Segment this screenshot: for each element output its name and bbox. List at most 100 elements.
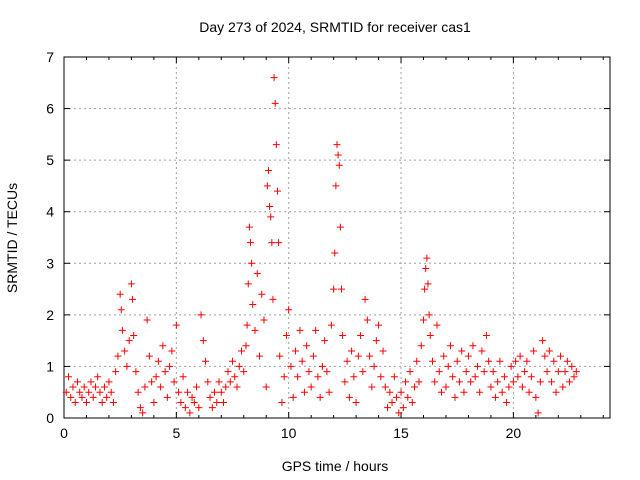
data-point	[413, 357, 421, 365]
data-point	[354, 352, 362, 360]
data-point	[423, 254, 431, 262]
data-point	[217, 388, 225, 396]
data-point	[422, 264, 430, 272]
data-point	[399, 404, 407, 412]
data-point	[473, 362, 481, 370]
data-point	[267, 213, 275, 221]
data-point	[478, 347, 486, 355]
y-tick-label: 4	[46, 204, 54, 220]
data-point	[388, 399, 396, 407]
data-point	[275, 239, 283, 247]
data-point	[455, 378, 463, 386]
data-point	[442, 383, 450, 391]
data-point	[536, 378, 544, 386]
data-point	[145, 352, 153, 360]
data-point	[321, 337, 329, 345]
data-point	[330, 285, 338, 293]
data-point	[264, 166, 272, 174]
data-point	[393, 393, 401, 401]
data-point	[417, 342, 425, 350]
data-point	[298, 357, 306, 365]
data-point	[361, 295, 369, 303]
data-point	[150, 399, 158, 407]
data-point	[89, 393, 97, 401]
x-tick-label: 10	[281, 425, 297, 441]
data-point	[411, 383, 419, 391]
data-point	[359, 368, 367, 376]
data-point	[249, 301, 257, 309]
data-point	[309, 352, 317, 360]
data-point	[337, 285, 345, 293]
data-point	[368, 383, 376, 391]
data-point	[514, 373, 522, 381]
y-tick-label: 7	[46, 49, 54, 65]
data-point	[117, 306, 125, 314]
data-point	[333, 141, 341, 149]
data-point	[460, 388, 468, 396]
y-axis-ticks: 0 1 2 3 4 5 6 7	[46, 49, 610, 426]
data-point	[541, 352, 549, 360]
data-point	[420, 316, 428, 324]
data-point	[272, 141, 280, 149]
data-point	[482, 331, 490, 339]
data-point	[231, 373, 239, 381]
data-point	[193, 383, 201, 391]
data-point	[268, 239, 276, 247]
data-point	[238, 347, 246, 355]
data-point	[118, 326, 126, 334]
data-point	[278, 399, 286, 407]
data-point	[498, 388, 506, 396]
data-point	[129, 295, 137, 303]
data-point	[458, 347, 466, 355]
data-point	[244, 280, 252, 288]
data-point	[437, 388, 445, 396]
data-point	[233, 383, 241, 391]
data-point	[85, 388, 93, 396]
y-tick-label: 1	[46, 358, 54, 374]
x-tick-label: 0	[60, 425, 68, 441]
data-point	[471, 373, 479, 381]
data-point	[163, 393, 171, 401]
x-axis-ticks: 0 5 10 15 20	[60, 57, 604, 441]
data-point	[494, 378, 502, 386]
data-point	[82, 399, 90, 407]
y-tick-label: 2	[46, 307, 54, 323]
data-point	[431, 378, 439, 386]
data-point	[345, 393, 353, 401]
data-point	[294, 373, 302, 381]
data-point	[103, 393, 111, 401]
data-point	[303, 342, 311, 350]
data-point	[197, 311, 205, 319]
data-point	[384, 404, 392, 412]
data-point	[280, 373, 288, 381]
data-point	[245, 223, 253, 231]
data-point	[343, 357, 351, 365]
data-point	[325, 388, 333, 396]
data-point	[505, 383, 513, 391]
data-point	[335, 161, 343, 169]
data-point	[451, 393, 459, 401]
data-point	[386, 388, 394, 396]
data-point	[121, 347, 129, 355]
data-point	[100, 383, 108, 391]
data-point	[251, 326, 259, 334]
data-point	[148, 378, 156, 386]
data-point	[372, 337, 380, 345]
data-point	[323, 368, 331, 376]
y-tick-label: 0	[46, 410, 54, 426]
y-axis-label: SRMTID / TECUs	[4, 183, 20, 293]
data-point	[285, 306, 293, 314]
data-point	[98, 399, 106, 407]
data-point	[188, 393, 196, 401]
data-point	[332, 182, 340, 190]
data-point	[381, 383, 389, 391]
data-point	[509, 378, 517, 386]
data-point	[568, 362, 576, 370]
data-point	[184, 388, 192, 396]
data-point	[255, 352, 263, 360]
data-point	[570, 373, 578, 381]
data-point	[107, 388, 115, 396]
data-point	[109, 399, 117, 407]
data-point	[271, 99, 279, 107]
